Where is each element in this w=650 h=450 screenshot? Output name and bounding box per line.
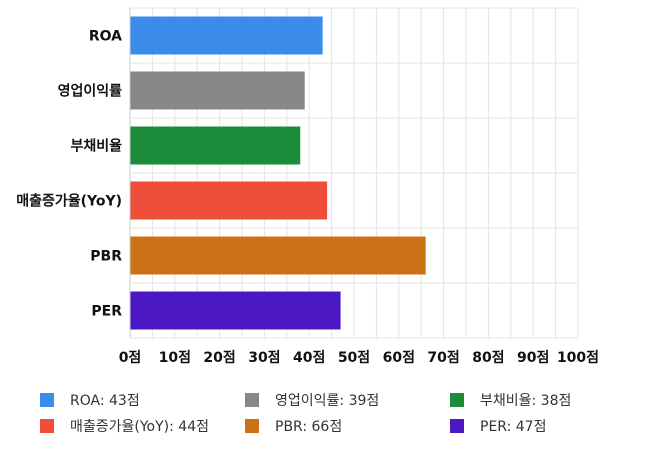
x-tick-label-7: 70점: [427, 349, 459, 366]
legend-label-per: PER: 47점: [480, 419, 547, 435]
grid: [129, 7, 579, 339]
legend-item-debt-ratio: 부채비율: 38점: [450, 390, 571, 410]
x-tick-label-9: 90점: [517, 349, 549, 366]
bars: [130, 16, 426, 330]
category-label-1: 영업이익률: [58, 83, 123, 100]
legend-label-roa: ROA: 43점: [70, 393, 140, 409]
category-label-0: ROA: [89, 29, 122, 45]
x-tick-label-6: 60점: [383, 349, 415, 366]
x-tick-label-4: 40점: [293, 349, 325, 366]
x-tick-label-3: 30점: [248, 349, 280, 366]
legend-swatch-operating-margin: [245, 393, 259, 407]
legend-label-operating-margin: 영업이익률: 39점: [275, 393, 380, 409]
legend-item-per: PER: 47점: [450, 416, 546, 436]
x-tick-label-8: 80점: [472, 349, 504, 366]
legend-label-pbr: PBR: 66점: [275, 419, 343, 435]
bar-1: [130, 71, 305, 110]
category-label-4: PBR: [90, 249, 122, 265]
legend-swatch-pbr: [245, 419, 259, 433]
x-tick-label-2: 20점: [203, 349, 235, 366]
x-tick-label-5: 50점: [338, 349, 370, 366]
bar-3: [130, 181, 328, 220]
x-tick-label-0: 0점: [119, 349, 142, 366]
x-tick-label-10: 100점: [557, 349, 599, 366]
legend-label-debt-ratio: 부채비율: 38점: [480, 393, 572, 409]
x-tick-label-1: 10점: [159, 349, 191, 366]
legend-item-sales-growth: 매출증가율(YoY): 44점: [40, 416, 209, 436]
legend-swatch-debt-ratio: [450, 393, 464, 407]
bar-0: [130, 16, 323, 55]
bar-2: [130, 126, 301, 165]
category-label-3: 매출증가율(YoY): [16, 193, 122, 210]
legend-swatch-per: [450, 419, 464, 433]
bar-4: [130, 236, 426, 275]
legend-swatch-roa: [40, 393, 54, 407]
legend-item-pbr: PBR: 66점: [245, 416, 342, 436]
legend-label-sales-growth: 매출증가율(YoY): 44점: [70, 419, 209, 435]
x-tick-labels: 0점 10점 20점 30점 40점 50점 60점 70점 80점 90점 100점: [119, 349, 599, 366]
legend-swatch-sales-growth: [40, 419, 54, 433]
legend-item-operating-margin: 영업이익률: 39점: [245, 390, 379, 410]
category-label-5: PER: [91, 304, 122, 320]
legend-item-roa: ROA: 43점: [40, 390, 140, 410]
category-label-2: 부채비율: [70, 138, 122, 155]
bar-5: [130, 291, 341, 330]
